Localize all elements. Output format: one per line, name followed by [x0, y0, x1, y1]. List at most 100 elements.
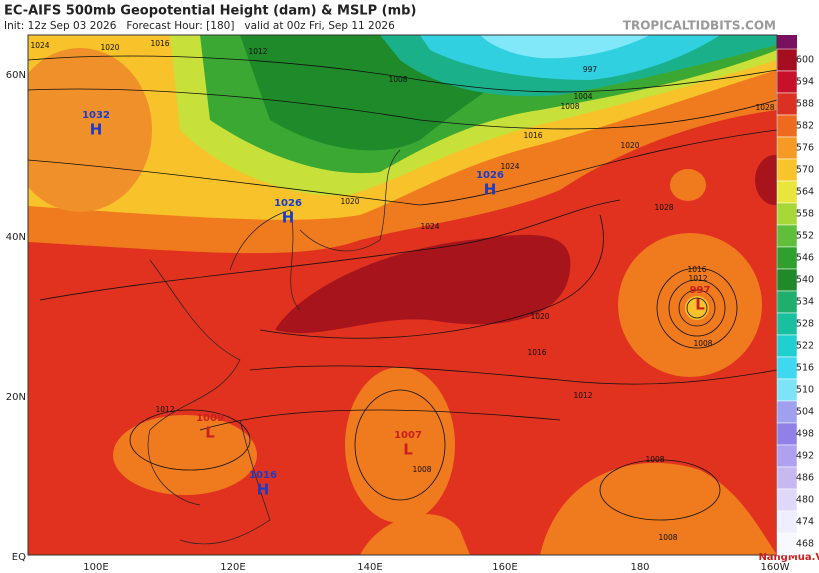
center-value: 1007: [394, 430, 422, 441]
isobar-label: 1028: [755, 103, 774, 112]
isobar-label: 1008: [693, 339, 712, 348]
colorbar-swatch: [776, 334, 798, 358]
colorbar-swatch: [776, 488, 798, 512]
isobar-label: 1012: [155, 405, 174, 414]
isobar-label: 1028: [654, 203, 673, 212]
lat-label: 60N: [6, 70, 26, 81]
colorbar-swatch: [776, 158, 798, 182]
colorbar-swatch: [776, 312, 798, 336]
colorbar-label: 588: [796, 99, 814, 110]
colorbar-label: 480: [796, 495, 814, 506]
center-letter: L: [403, 441, 413, 459]
colorbar-label: 510: [796, 385, 814, 396]
colorbar-label: 522: [796, 341, 814, 352]
colorbar-label: 486: [796, 473, 814, 484]
colorbar-top: [777, 35, 797, 49]
isobar-label: 1008: [412, 465, 431, 474]
colorbar-label: 570: [796, 165, 814, 176]
isobar-label: 1016: [523, 131, 542, 140]
colorbar-label: 564: [796, 187, 814, 198]
center-value: 1016: [249, 470, 277, 481]
isobar-label: 1024: [420, 222, 439, 231]
isobar-label: 1020: [530, 312, 549, 321]
colorbar-label: 468: [796, 539, 814, 550]
lon-label: 160E: [492, 562, 517, 573]
colorbar-label: 600: [796, 55, 814, 66]
colorbar-swatch: [776, 466, 798, 490]
colorbar-label: 594: [796, 77, 814, 88]
isobar-label: 1020: [620, 141, 639, 150]
center-letter: H: [257, 481, 270, 499]
colorbar-swatch: [776, 422, 798, 446]
colorbar-swatch: [776, 444, 798, 468]
lon-label: 180: [630, 562, 649, 573]
isobar-label: 1016: [527, 348, 546, 357]
isobar-label: 1004: [573, 92, 592, 101]
colorbar-swatch: [776, 268, 798, 292]
isobar-label: 1008: [388, 75, 407, 84]
isobar-label: 1024: [500, 162, 519, 171]
colorbar-label: 576: [796, 143, 814, 154]
watermark: NangMua.VN: [758, 552, 819, 563]
colorbar-label: 492: [796, 451, 814, 462]
isobar-label: 1008: [658, 533, 677, 542]
colorbar-label: 582: [796, 121, 814, 132]
lon-label: 160W: [761, 562, 790, 573]
title: EC-AIFS 500mb Geopotential Height (dam) …: [4, 4, 416, 19]
colorbar-swatch: [776, 378, 798, 402]
colorbar-swatch: [776, 356, 798, 380]
isobar-label: 1008: [645, 455, 664, 464]
isobar-label: 1016: [150, 39, 169, 48]
colorbar-label: 516: [796, 363, 814, 374]
center-value: 1032: [82, 110, 110, 121]
center-letter: H: [90, 121, 103, 139]
source: TROPICALTIDBITS.COM: [623, 19, 776, 33]
lon-label: 100E: [83, 562, 108, 573]
center-letter: L: [205, 424, 215, 442]
isobar-label: 1024: [30, 41, 49, 50]
center-letter: L: [695, 296, 705, 314]
center-letter: H: [484, 181, 497, 199]
subtitle: Init: 12z Sep 03 2026 Forecast Hour: [18…: [4, 20, 395, 32]
center-letter: H: [282, 209, 295, 227]
colorbar-swatch: [776, 510, 798, 534]
colorbar-swatch: [776, 48, 798, 72]
colorbar-swatch: [776, 70, 798, 94]
colorbar-label: 534: [796, 297, 814, 308]
colorbar-swatch: [776, 92, 798, 116]
isobar-label: 1012: [573, 391, 592, 400]
colorbar-swatch: [776, 224, 798, 248]
isobar-label: 997: [583, 65, 598, 74]
isobar-label: 1020: [100, 43, 119, 52]
isobar-label: 1012: [248, 47, 267, 56]
isobar-label: 1012: [688, 274, 707, 283]
lon-label: 120E: [220, 562, 245, 573]
lon-label: 140E: [357, 562, 382, 573]
center-value: 1026: [476, 170, 504, 181]
colorbar-label: 474: [796, 517, 814, 528]
colorbar-label: 552: [796, 231, 814, 242]
lat-label: EQ: [12, 552, 26, 563]
colorbar-swatch: [776, 400, 798, 424]
colorbar-label: 558: [796, 209, 814, 220]
center-value: 997: [690, 285, 711, 296]
colorbar-label: 498: [796, 429, 814, 440]
lat-label: 20N: [6, 392, 26, 403]
center-value: 1026: [274, 198, 302, 209]
colorbar-label: 528: [796, 319, 814, 330]
colorbar-swatch: [776, 202, 798, 226]
colorbar-swatch: [776, 136, 798, 160]
colorbar-swatch: [776, 532, 798, 556]
isobar-label: 1008: [560, 102, 579, 111]
colorbar-label: 504: [796, 407, 814, 418]
lat-label: 40N: [6, 232, 26, 243]
colorbar-label: 540: [796, 275, 814, 286]
colorbar-label: 546: [796, 253, 814, 264]
isobar-label: 1020: [340, 197, 359, 206]
map-field: [28, 35, 777, 555]
colorbar-swatch: [776, 290, 798, 314]
colorbar-swatch: [776, 180, 798, 204]
isobar-label: 1016: [687, 265, 706, 274]
center-value: 1009: [196, 413, 224, 424]
